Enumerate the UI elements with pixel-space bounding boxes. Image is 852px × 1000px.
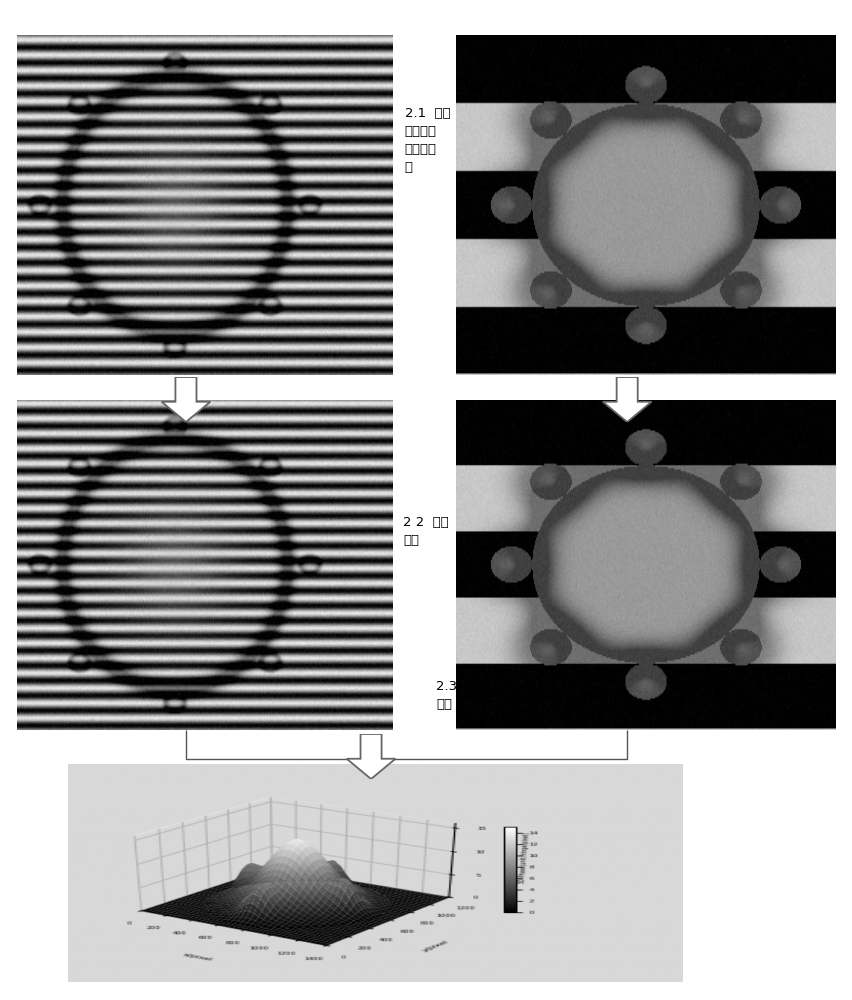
Text: 2.1  投影
光栅和二
元编码条
纹: 2.1 投影 光栅和二 元编码条 纹: [405, 107, 450, 174]
Polygon shape: [602, 377, 651, 422]
Text: 2.3  三维
重构: 2.3 三维 重构: [435, 680, 481, 712]
Text: 2 2  畸变
校正: 2 2 畸变 校正: [403, 516, 449, 547]
Polygon shape: [346, 734, 395, 779]
Polygon shape: [161, 377, 210, 422]
